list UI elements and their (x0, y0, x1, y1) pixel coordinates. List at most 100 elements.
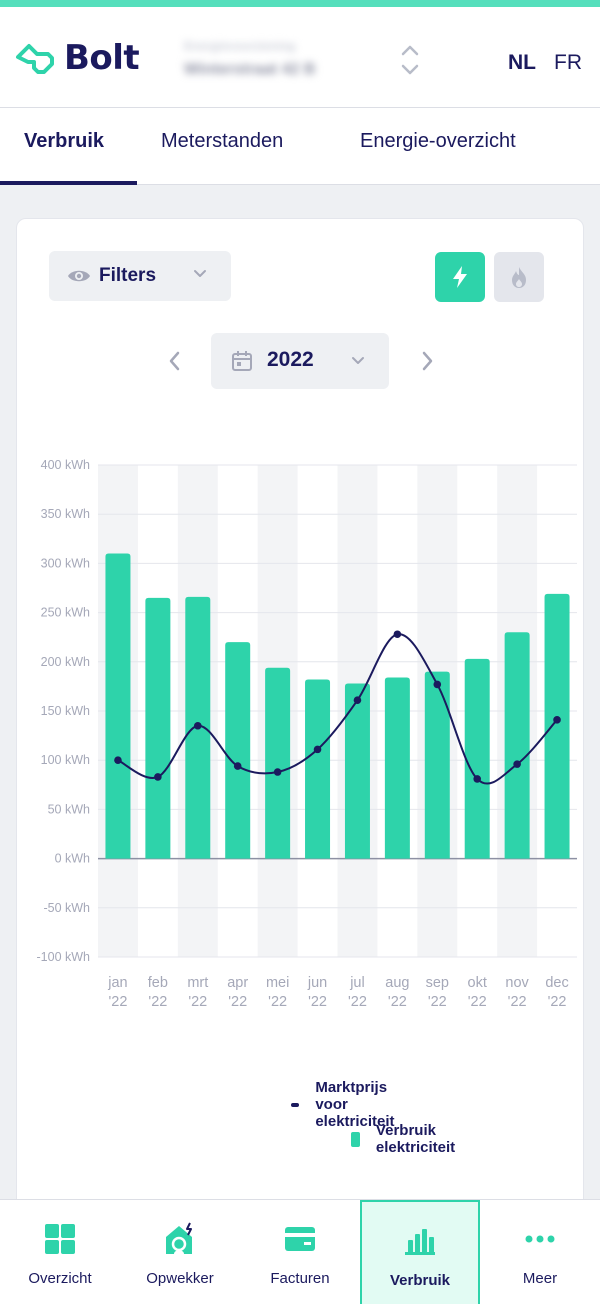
flame-icon (512, 267, 526, 288)
chart-x-tick-year: '22 (548, 994, 567, 1010)
chart-x-tick-year: '22 (308, 994, 327, 1010)
chart-x-tick-label: sep (426, 975, 449, 991)
chart-y-tick-label: 250 kWh (41, 606, 90, 620)
chart-x-tick-label: aug (385, 975, 409, 991)
grid-icon (43, 1222, 77, 1256)
bolt-logo-icon (16, 44, 54, 74)
chart-price-point (553, 716, 561, 724)
chart-x-tick-year: '22 (468, 994, 487, 1010)
chevron-up-down-icon[interactable] (398, 43, 422, 79)
chart-y-tick-label: 50 kWh (48, 802, 90, 816)
chart-x-tick-year: '22 (508, 994, 527, 1010)
chart-y-tick-label: 0 kWh (55, 852, 90, 866)
nav-label: Opwekker (146, 1270, 214, 1287)
language-nl[interactable]: NL (508, 51, 536, 74)
chart-y-tick-label: 150 kWh (41, 704, 90, 718)
chart-bar (344, 683, 370, 859)
chart-price-point (193, 721, 202, 730)
legend-label-price: Marktprijs voor elektriciteit (315, 1079, 395, 1130)
chevron-down-icon (352, 357, 364, 364)
chart-x-tick-label: mrt (187, 975, 208, 991)
chart-price-point (393, 630, 402, 639)
bottom-navigation: Overzicht Opwekker Facturen (0, 1199, 600, 1304)
chart-bar (544, 593, 570, 859)
active-tab-indicator (0, 181, 137, 185)
tab-energie-overzicht[interactable]: Energie-overzicht (360, 130, 516, 152)
chart-price-point (473, 775, 482, 783)
eye-icon (68, 270, 90, 282)
chart-x-tick-year: '22 (188, 994, 207, 1010)
chart-price-point (273, 768, 282, 776)
chart-price-point (433, 680, 442, 689)
chart-price-point (233, 762, 242, 770)
chart-bar (225, 642, 251, 859)
chart-y-tick-label: 300 kWh (41, 556, 90, 570)
chart-x-tick-label: mei (266, 975, 289, 991)
bolt-logo[interactable]: Bolt (14, 37, 140, 79)
consumption-card: Filters 2022 400 kWh 350 kWh 3 (16, 218, 584, 1218)
consumption-chart: 400 kWh 350 kWh 300 kWh 250 kWh 200 kWh 150 k… (37, 458, 577, 1010)
chart-bar (265, 667, 291, 859)
nav-label: Overzicht (28, 1270, 92, 1287)
card-icon (283, 1222, 317, 1256)
nav-label: Meer (522, 1270, 558, 1287)
chart-y-tick-label: -100 kWh (37, 950, 91, 964)
filters-button[interactable]: Filters (49, 251, 231, 301)
chart-x-tick-year: '22 (109, 994, 128, 1010)
chart-bar (464, 658, 490, 859)
top-bar: Bolt Energievoorziening Winterstraat 42 … (0, 0, 600, 108)
chart-x-tick-year: '22 (428, 994, 447, 1010)
bar-chart-icon (403, 1224, 437, 1258)
chart-price-point (114, 756, 122, 764)
tab-bar: Verbruik Meterstanden Energie-overzicht (0, 108, 600, 185)
nav-opwekker[interactable]: Opwekker (120, 1200, 240, 1304)
chart-price-point (513, 760, 521, 768)
previous-year-chevron-icon[interactable] (167, 349, 183, 373)
chart-x-tick-label: jan (107, 975, 127, 991)
calendar-icon (232, 351, 252, 371)
chart-price-point (154, 773, 162, 781)
nav-meer[interactable]: Meer (480, 1200, 600, 1304)
gas-toggle[interactable] (494, 252, 544, 302)
more-dots-icon (523, 1222, 557, 1256)
chart-x-tick-label: dec (545, 975, 568, 991)
tab-verbruik[interactable]: Verbruik (24, 130, 105, 152)
lightning-icon (453, 266, 467, 288)
address-line1: Energievoorziening (184, 39, 296, 53)
next-year-chevron-icon[interactable] (419, 349, 435, 373)
chart-y-tick-label: 100 kWh (41, 753, 90, 767)
language-fr[interactable]: FR (554, 51, 582, 74)
legend-square-marker (351, 1131, 360, 1147)
nav-facturen[interactable]: Facturen (240, 1200, 360, 1304)
electricity-toggle[interactable] (435, 252, 485, 302)
nav-label: Verbruik (389, 1272, 451, 1289)
chart-y-tick-label: 200 kWh (41, 655, 90, 669)
chart-x-tick-label: jul (349, 975, 365, 991)
nav-overzicht[interactable]: Overzicht (0, 1200, 120, 1304)
legend-item-consumption: Verbruik elektriciteit (351, 1122, 461, 1156)
chevron-down-icon (194, 270, 206, 277)
legend-line-marker (291, 1102, 300, 1107)
chart-price-point (313, 745, 322, 754)
nav-verbruik[interactable]: Verbruik (360, 1200, 480, 1304)
chart-price-point (353, 696, 362, 704)
chart-x-tick-year: '22 (228, 994, 247, 1010)
chart-x-tick-label: okt (468, 975, 487, 991)
chart-x-tick-label: nov (505, 975, 529, 991)
chart-x-tick-label: jun (307, 975, 327, 991)
chart-x-tick-year: '22 (148, 994, 167, 1010)
brand-name: Bolt (64, 38, 140, 78)
chart-y-tick-label: 400 kWh (41, 458, 90, 472)
chart-y-tick-label: -50 kWh (43, 901, 90, 915)
chart-x-tick-year: '22 (268, 994, 287, 1010)
chart-x-tick-label: apr (227, 975, 248, 991)
chart-bar (424, 671, 450, 859)
address-line2: Winterstraat 42 B (184, 61, 316, 78)
chart-x-tick-year: '22 (388, 994, 407, 1010)
address-selector[interactable]: Energievoorziening Winterstraat 42 B (184, 39, 394, 87)
legend-label-consumption: Verbruik elektriciteit (375, 1122, 456, 1156)
tab-meterstanden[interactable]: Meterstanden (161, 130, 284, 152)
year-selector[interactable]: 2022 (211, 333, 389, 389)
legend-item-price: Marktprijs voor elektriciteit (291, 1079, 404, 1130)
house-solar-icon (163, 1222, 197, 1256)
